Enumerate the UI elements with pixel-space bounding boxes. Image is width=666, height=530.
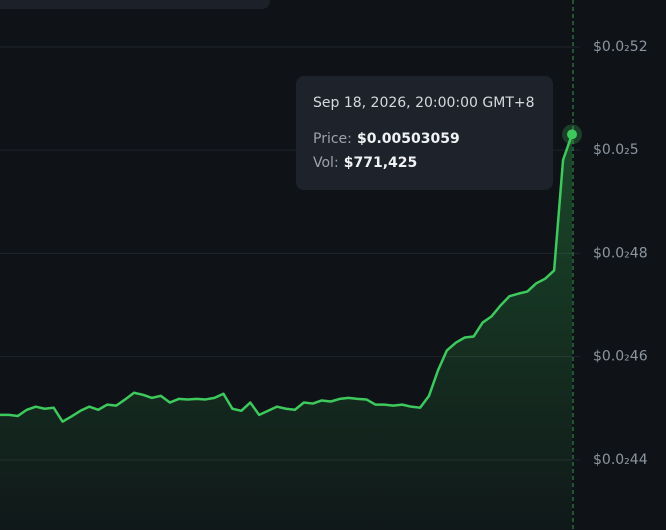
tooltip-vol-value: $771,425: [344, 155, 418, 171]
tooltip-vol-label: Vol:: [313, 155, 339, 171]
area-fill: [0, 134, 572, 530]
price-line: [0, 133, 574, 423]
tooltip-date: Sep 18, 2026, 20:00:00 GMT+8: [313, 95, 535, 111]
y-tick-label: $0.0₂46: [593, 349, 648, 365]
tooltip-vol: Vol: $771,425: [313, 153, 417, 172]
tooltip-box: [296, 76, 553, 190]
y-tick-label: $0.0₂48: [593, 245, 648, 261]
plot: [0, 0, 582, 530]
tooltip-price-label: Price:: [313, 131, 352, 147]
y-tick-label: $0.0₂52: [593, 39, 648, 55]
tooltip-price-value: $0.00503059: [357, 131, 460, 147]
toolbar-box: [0, 0, 270, 9]
hover-point: [567, 129, 577, 140]
y-tick-label: $0.0₂5: [593, 142, 639, 158]
tooltip: Sep 18, 2026, 20:00:00 GMT+8 Price: $0.0…: [296, 76, 553, 190]
y-tick-label: $0.0₂44: [593, 452, 648, 468]
tooltip-price: Price: $0.00503059: [313, 129, 460, 148]
